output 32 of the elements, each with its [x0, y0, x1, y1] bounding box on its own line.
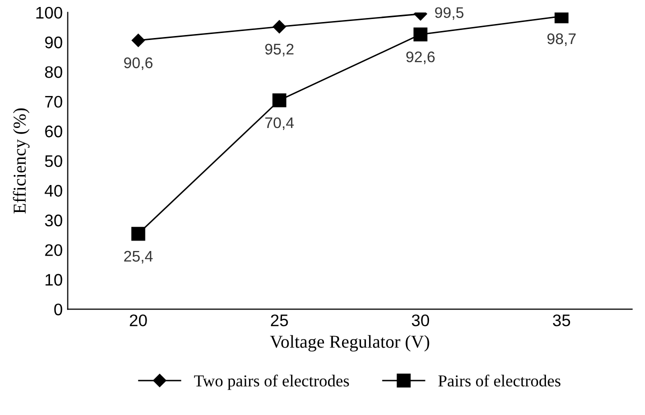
data-label: 90,6: [124, 57, 152, 70]
legend-label: Pairs of electrodes: [438, 374, 560, 387]
y-tick-label: 30: [44, 214, 62, 226]
y-tick-label: 10: [46, 274, 62, 286]
point: [272, 93, 286, 108]
y-tick-label: 70: [45, 96, 62, 108]
x-axis-title: Voltage Regulator (V): [270, 335, 430, 352]
data-label: 95,2: [265, 44, 294, 56]
data-label: 98,7: [547, 33, 576, 46]
y-tick-label: 100: [36, 6, 62, 19]
y-tick-label: 60: [45, 126, 62, 138]
point: [272, 20, 286, 34]
data-label: 25,4: [124, 250, 153, 264]
x-tick-label: 25: [270, 314, 288, 326]
point: [554, 12, 568, 24]
y-tick-label: 0: [54, 304, 62, 316]
x-tick-label: 30: [412, 314, 430, 326]
y-tick-label: 50: [44, 155, 62, 168]
x-tick-label: 35: [552, 314, 570, 326]
y-axis-title: Efficiency (%): [12, 108, 30, 214]
y-tick-label: 80: [45, 66, 62, 78]
data-label: 92,6: [406, 51, 435, 64]
data-label: 70,4: [265, 117, 294, 130]
x-tick-label: 20: [130, 314, 147, 326]
y-tick-label: 20: [45, 244, 62, 256]
point: [132, 34, 145, 47]
legend-label: Two pairs of electrodes: [194, 374, 349, 390]
y-tick-label: 40: [44, 184, 62, 197]
point: [131, 226, 146, 241]
data-label: 99,5: [435, 7, 464, 20]
point: [414, 27, 428, 42]
y-tick-label: 90: [45, 36, 62, 48]
